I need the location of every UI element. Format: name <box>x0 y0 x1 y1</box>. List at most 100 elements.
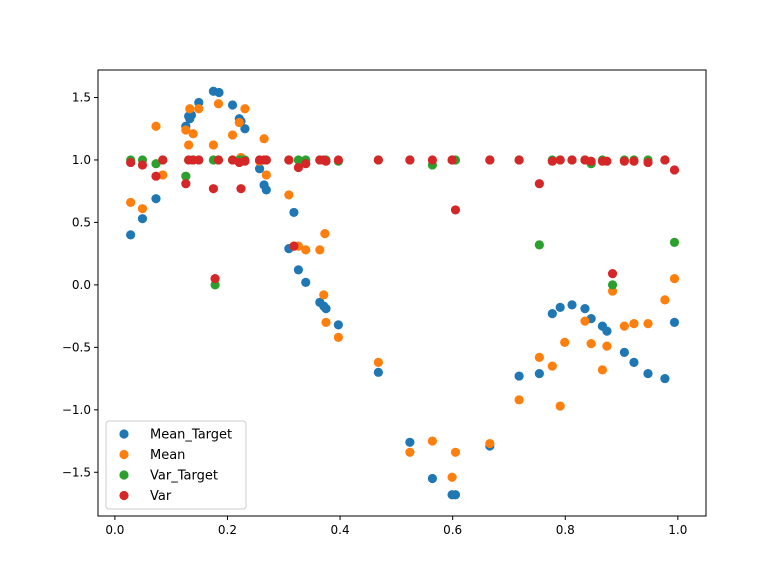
point-mean-target <box>555 302 565 312</box>
point-var <box>293 162 304 173</box>
point-mean-target <box>405 437 415 447</box>
legend-label-var-target: Var_Target <box>150 469 218 484</box>
point-mean <box>514 395 524 405</box>
y-tick-label: −1.5 <box>62 465 91 479</box>
point-mean-target <box>261 185 271 195</box>
point-var <box>321 156 331 166</box>
point-var <box>485 155 495 165</box>
point-var <box>567 155 577 165</box>
point-mean-target <box>660 373 670 384</box>
point-mean <box>405 447 415 457</box>
point-mean <box>597 365 608 375</box>
legend-box <box>105 420 247 510</box>
point-mean <box>485 438 495 449</box>
point-mean <box>373 357 383 367</box>
x-tick-label: 0.6 <box>443 523 462 537</box>
point-var-target <box>151 159 161 169</box>
point-mean <box>660 295 670 305</box>
point-var <box>301 159 311 169</box>
point-mean <box>188 129 198 139</box>
point-var <box>643 157 653 168</box>
point-mean-target <box>629 357 639 367</box>
legend-label-mean-target: Mean_Target <box>150 428 232 443</box>
point-mean <box>184 140 194 150</box>
point-mean <box>261 170 271 180</box>
point-mean-target <box>289 207 299 218</box>
point-mean-target <box>126 230 136 240</box>
point-mean <box>602 341 612 351</box>
point-mean <box>619 321 629 331</box>
x-tick-label: 0.8 <box>556 523 575 537</box>
point-mean-target <box>301 277 311 287</box>
legend-label-var: Var <box>150 489 172 504</box>
x-tick-label: 0.4 <box>331 523 350 537</box>
point-mean-target <box>293 265 304 275</box>
data-points <box>126 86 680 500</box>
legend-marker-mean-target <box>119 429 129 439</box>
point-mean <box>284 190 294 200</box>
point-mean-target <box>450 490 461 500</box>
y-tick-label: 0.0 <box>72 278 91 292</box>
y-tick-label: 0.5 <box>72 215 91 229</box>
point-mean <box>560 337 570 347</box>
axes: 0.0 0.2 0.4 0.6 0.8 1.0 1.5 1.0 0.5 0.0 −0.5 −1.0 −1… <box>62 69 707 537</box>
point-var <box>534 179 544 189</box>
point-var <box>236 184 246 194</box>
point-mean-target <box>427 473 437 484</box>
point-var <box>158 155 168 165</box>
point-var <box>210 274 220 284</box>
point-mean <box>194 104 204 114</box>
point-var <box>586 156 596 166</box>
y-tick-label: −0.5 <box>62 340 91 354</box>
point-mean <box>534 352 544 362</box>
point-mean <box>315 245 325 255</box>
legend: Mean_Target Mean Var_Target Var <box>105 420 247 510</box>
point-var <box>555 155 565 165</box>
point-mean-target <box>214 87 224 98</box>
legend-marker-var-target <box>119 470 129 480</box>
point-mean <box>580 316 590 326</box>
point-mean <box>450 447 461 457</box>
point-var <box>619 156 629 166</box>
point-mean <box>319 290 329 300</box>
point-mean <box>181 125 191 135</box>
point-mean-target <box>373 367 383 377</box>
x-tick-label: 0.2 <box>218 523 237 537</box>
point-mean-target <box>602 326 612 336</box>
point-mean <box>259 134 269 144</box>
point-var <box>669 165 680 175</box>
axes-frame <box>97 69 707 517</box>
point-var <box>137 160 148 170</box>
point-mean <box>586 339 596 349</box>
point-mean <box>555 401 565 411</box>
point-mean <box>208 140 219 150</box>
point-var <box>126 157 136 168</box>
point-var <box>660 155 670 165</box>
point-var <box>447 155 457 165</box>
point-mean-target <box>254 164 265 174</box>
point-mean <box>301 245 311 255</box>
point-var <box>240 156 250 166</box>
point-mean-target <box>240 124 250 134</box>
series-var <box>126 155 680 284</box>
y-tick-label: −1.0 <box>62 403 91 417</box>
point-var-target <box>534 240 544 250</box>
point-var <box>261 155 271 165</box>
point-var <box>151 171 161 181</box>
point-mean <box>427 436 437 446</box>
point-mean <box>333 332 343 342</box>
point-mean <box>547 361 557 371</box>
point-mean-target <box>580 304 590 314</box>
point-mean <box>320 229 330 239</box>
point-var-target <box>181 171 191 181</box>
plot-area <box>126 86 680 500</box>
point-mean-target <box>567 300 577 310</box>
point-var <box>373 155 383 165</box>
point-var <box>208 184 219 194</box>
point-mean <box>185 104 195 114</box>
y-tick-label: 1.0 <box>72 153 91 167</box>
point-var <box>333 155 343 165</box>
point-mean-target <box>151 194 161 204</box>
